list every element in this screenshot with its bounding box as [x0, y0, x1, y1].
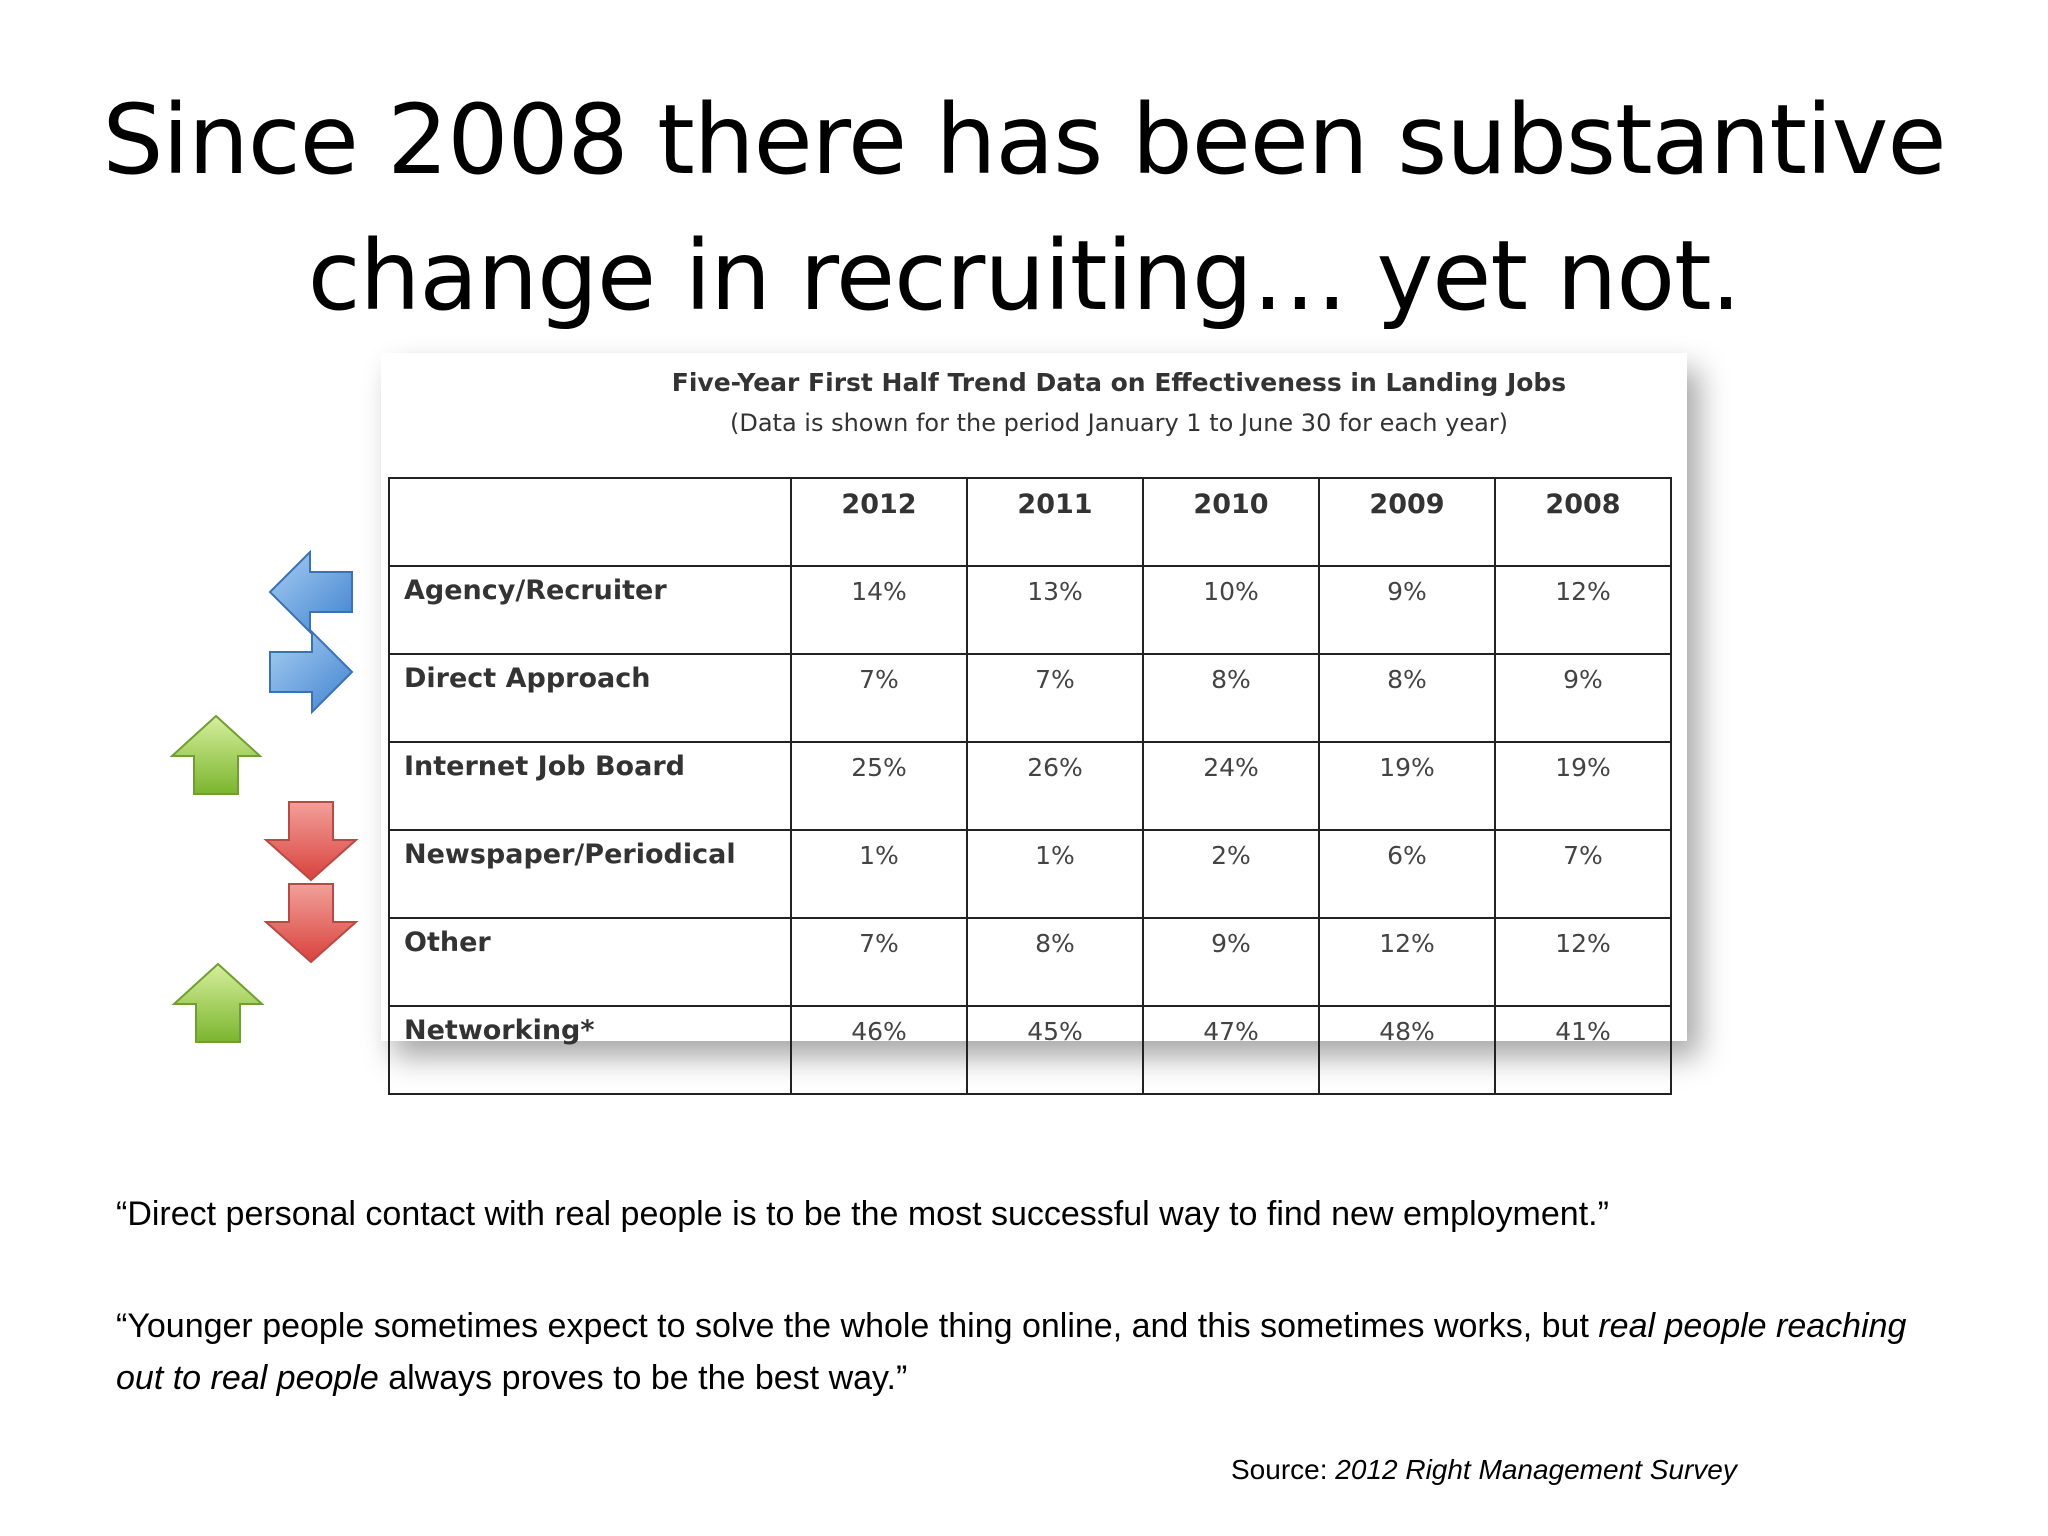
table-image: Five-Year First Half Trend Data on Effec…: [381, 353, 1687, 1095]
table-cell: 13%: [966, 565, 1144, 655]
table-cell: 48%: [1318, 1005, 1496, 1095]
table-cell: 19%: [1318, 741, 1496, 831]
table-row: Direct Approach 7% 7% 8% 8% 9%: [388, 653, 1672, 743]
table-row: Internet Job Board 25% 26% 24% 19% 19%: [388, 741, 1672, 831]
arrow-down-icon: [263, 801, 359, 882]
source-label: Source:: [1231, 1454, 1336, 1485]
title-line-1: Since 2008 there has been substantive: [102, 84, 1946, 196]
table-cell: 45%: [966, 1005, 1144, 1095]
table-cell: 12%: [1318, 917, 1496, 1007]
table-cell: 2%: [1142, 829, 1320, 919]
table-title: Five-Year First Half Trend Data on Effec…: [671, 368, 1567, 397]
header-corner: [388, 477, 792, 567]
row-label: Networking*: [388, 1005, 792, 1095]
arrow-right-icon: [269, 629, 354, 715]
source-citation: Source: 2012 Right Management Survey: [1231, 1454, 1737, 1486]
quote-text: always proves to be the best way.”: [378, 1359, 908, 1397]
table-cell: 41%: [1494, 1005, 1672, 1095]
table-cell: 1%: [966, 829, 1144, 919]
table-row: Newspaper/Periodical 1% 1% 2% 6% 7%: [388, 829, 1672, 919]
arrow-left-icon: [268, 549, 353, 635]
header-year: 2009: [1318, 477, 1496, 567]
header-year: 2008: [1494, 477, 1672, 567]
header-year: 2010: [1142, 477, 1320, 567]
row-label: Internet Job Board: [388, 741, 792, 831]
table-cell: 7%: [966, 653, 1144, 743]
slide-title: Since 2008 there has been substantive ch…: [0, 72, 2048, 344]
quote-emphasis: real people reaching out to real people: [116, 1307, 1907, 1397]
table-cell: 46%: [790, 1005, 968, 1095]
source-name: 2012 Right Management Survey: [1335, 1454, 1737, 1485]
arrow-up-icon: [169, 714, 263, 795]
table-cell: 25%: [790, 741, 968, 831]
title-line-2: change in recruiting… yet not.: [307, 220, 1741, 332]
row-label: Agency/Recruiter: [388, 565, 792, 655]
table-cell: 12%: [1494, 917, 1672, 1007]
table-cell: 26%: [966, 741, 1144, 831]
row-label: Direct Approach: [388, 653, 792, 743]
header-year: 2012: [790, 477, 968, 567]
table-cell: 7%: [790, 917, 968, 1007]
table-cell: 24%: [1142, 741, 1320, 831]
table-cell: 7%: [790, 653, 968, 743]
trend-table: 2012 2011 2010 2009 2008 Agency/Recruite…: [388, 477, 1672, 1095]
table-cell: 12%: [1494, 565, 1672, 655]
table-row: Networking* 46% 45% 47% 48% 41%: [388, 1005, 1672, 1095]
table-subtitle: (Data is shown for the period January 1 …: [729, 409, 1509, 437]
arrow-down-icon: [263, 883, 359, 964]
table-cell: 1%: [790, 829, 968, 919]
table-cell: 8%: [966, 917, 1144, 1007]
arrow-up-icon: [171, 962, 265, 1043]
table-cell: 19%: [1494, 741, 1672, 831]
table-cell: 6%: [1318, 829, 1496, 919]
table-cell: 9%: [1318, 565, 1496, 655]
row-label: Newspaper/Periodical: [388, 829, 792, 919]
table-cell: 8%: [1318, 653, 1496, 743]
quote-younger-people: “Younger people sometimes expect to solv…: [116, 1300, 1946, 1404]
table-cell: 47%: [1142, 1005, 1320, 1095]
quote-direct-contact: “Direct personal contact with real peopl…: [116, 1195, 1609, 1233]
table-cell: 7%: [1494, 829, 1672, 919]
table-header-row: 2012 2011 2010 2009 2008: [388, 477, 1672, 567]
header-year: 2011: [966, 477, 1144, 567]
table-cell: 9%: [1142, 917, 1320, 1007]
table-cell: 9%: [1494, 653, 1672, 743]
table-cell: 8%: [1142, 653, 1320, 743]
table-row: Agency/Recruiter 14% 13% 10% 9% 12%: [388, 565, 1672, 655]
table-row: Other 7% 8% 9% 12% 12%: [388, 917, 1672, 1007]
table-cell: 10%: [1142, 565, 1320, 655]
row-label: Other: [388, 917, 792, 1007]
table-cell: 14%: [790, 565, 968, 655]
quote-text: “Younger people sometimes expect to solv…: [116, 1307, 1599, 1345]
